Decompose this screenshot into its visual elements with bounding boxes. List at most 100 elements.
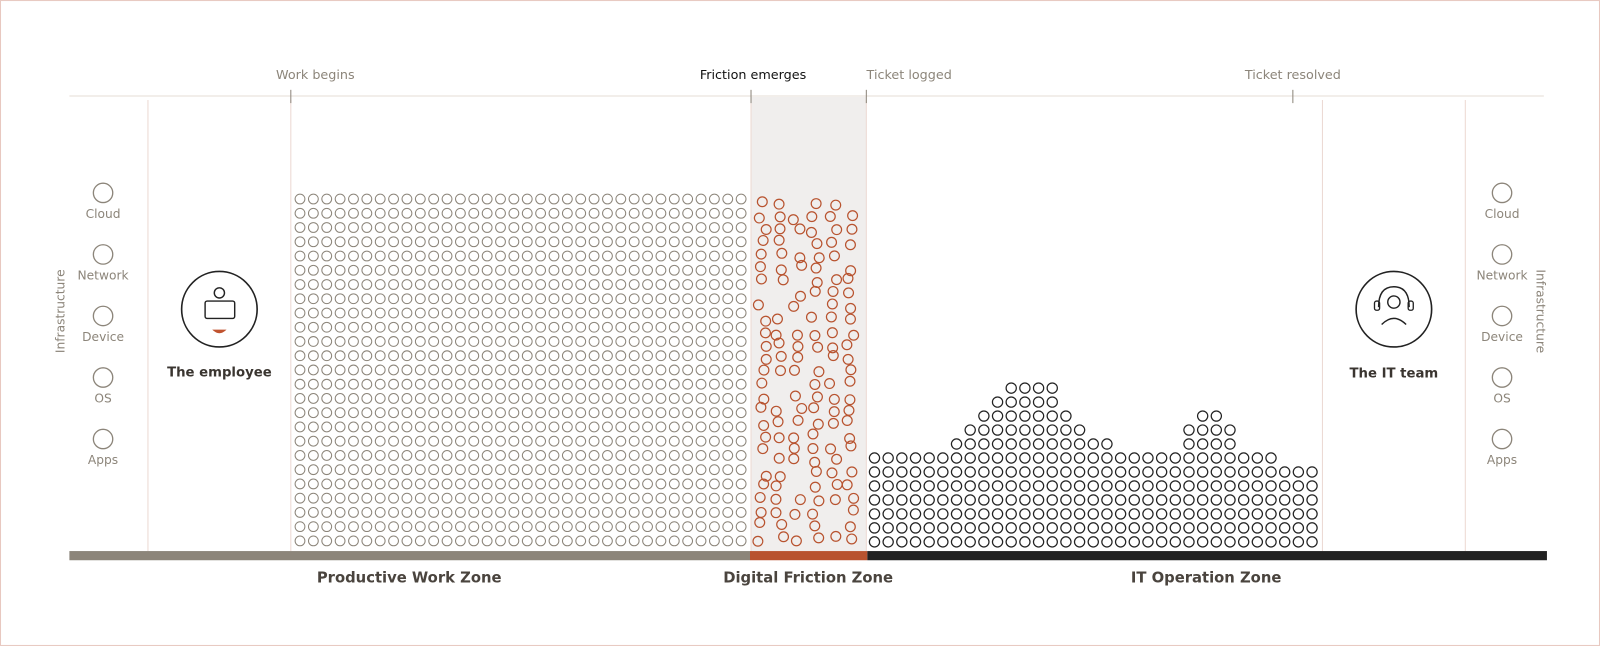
dot bbox=[508, 279, 520, 290]
dot bbox=[668, 264, 680, 276]
dot bbox=[1183, 452, 1195, 464]
dot bbox=[682, 264, 694, 276]
dot bbox=[561, 264, 573, 276]
dot bbox=[735, 264, 747, 276]
dot bbox=[682, 279, 694, 290]
dot bbox=[575, 307, 587, 319]
dot bbox=[455, 521, 466, 533]
dot bbox=[575, 464, 587, 476]
dot bbox=[682, 521, 694, 533]
dot bbox=[1155, 508, 1168, 520]
dot bbox=[307, 207, 319, 219]
dot bbox=[628, 450, 640, 461]
dot bbox=[655, 507, 667, 518]
dot bbox=[1183, 424, 1195, 436]
dot bbox=[642, 222, 653, 233]
dot bbox=[428, 450, 440, 461]
dot bbox=[788, 442, 800, 454]
dot bbox=[561, 492, 573, 504]
dot bbox=[361, 464, 373, 476]
dot bbox=[695, 407, 707, 419]
dot bbox=[1128, 536, 1140, 548]
dot bbox=[535, 364, 547, 376]
dot bbox=[401, 236, 413, 248]
dot bbox=[348, 450, 359, 461]
dot bbox=[521, 507, 533, 518]
dot bbox=[414, 350, 426, 362]
dot bbox=[602, 293, 613, 305]
dot bbox=[428, 364, 440, 376]
dot bbox=[792, 351, 804, 363]
dot bbox=[481, 492, 493, 504]
dot bbox=[548, 279, 560, 290]
dot bbox=[1278, 480, 1291, 492]
dot bbox=[1073, 424, 1086, 436]
infra-label: Device bbox=[1481, 330, 1523, 344]
dot bbox=[1155, 480, 1168, 492]
dot bbox=[628, 421, 640, 433]
dot bbox=[561, 378, 573, 390]
dot bbox=[414, 450, 426, 461]
dot bbox=[468, 450, 480, 461]
dot bbox=[401, 478, 413, 490]
dot bbox=[682, 378, 694, 390]
dot bbox=[561, 207, 573, 219]
dot bbox=[722, 264, 734, 276]
dot bbox=[1032, 522, 1045, 534]
dot bbox=[708, 279, 720, 290]
dot bbox=[708, 521, 720, 533]
dot bbox=[668, 507, 680, 518]
dot bbox=[348, 478, 359, 490]
dot bbox=[334, 407, 346, 419]
dot bbox=[388, 464, 399, 476]
dot bbox=[321, 350, 333, 362]
dot bbox=[809, 481, 821, 493]
dot bbox=[548, 364, 560, 376]
dot bbox=[361, 321, 373, 333]
dot bbox=[722, 407, 734, 419]
dot bbox=[1073, 522, 1086, 534]
infra-node bbox=[92, 367, 114, 388]
dot bbox=[1169, 452, 1182, 464]
dot bbox=[708, 236, 720, 248]
dot bbox=[321, 393, 333, 404]
dot bbox=[428, 193, 440, 205]
infra-label: Cloud bbox=[86, 207, 121, 221]
dot bbox=[1019, 410, 1031, 422]
dot bbox=[695, 307, 707, 319]
dot bbox=[602, 492, 613, 504]
dot bbox=[294, 421, 306, 433]
dot bbox=[414, 492, 426, 504]
dot bbox=[508, 364, 520, 376]
dot bbox=[668, 250, 680, 262]
dot bbox=[495, 521, 506, 533]
dot bbox=[655, 464, 667, 476]
dot bbox=[841, 414, 853, 427]
dot bbox=[628, 364, 640, 376]
dot bbox=[682, 350, 694, 362]
infrastructure-title: Infrastructure bbox=[1533, 269, 1547, 353]
dot bbox=[481, 293, 493, 305]
dot bbox=[1087, 452, 1099, 464]
dot bbox=[722, 521, 734, 533]
dot bbox=[374, 307, 386, 319]
dot bbox=[588, 364, 600, 376]
dot bbox=[321, 321, 333, 333]
dot bbox=[668, 450, 680, 461]
dot bbox=[757, 443, 769, 455]
dot bbox=[1114, 508, 1127, 520]
dot bbox=[521, 535, 533, 547]
dot bbox=[950, 452, 963, 464]
dot bbox=[468, 507, 480, 518]
dot bbox=[1019, 508, 1031, 520]
dot bbox=[808, 402, 820, 414]
dot bbox=[628, 535, 640, 547]
dot bbox=[321, 364, 333, 376]
dot bbox=[521, 193, 533, 205]
dot bbox=[334, 464, 346, 476]
dot bbox=[868, 466, 881, 478]
dot bbox=[535, 307, 547, 319]
dot bbox=[441, 250, 453, 262]
dot bbox=[830, 199, 842, 211]
dot bbox=[588, 193, 600, 205]
